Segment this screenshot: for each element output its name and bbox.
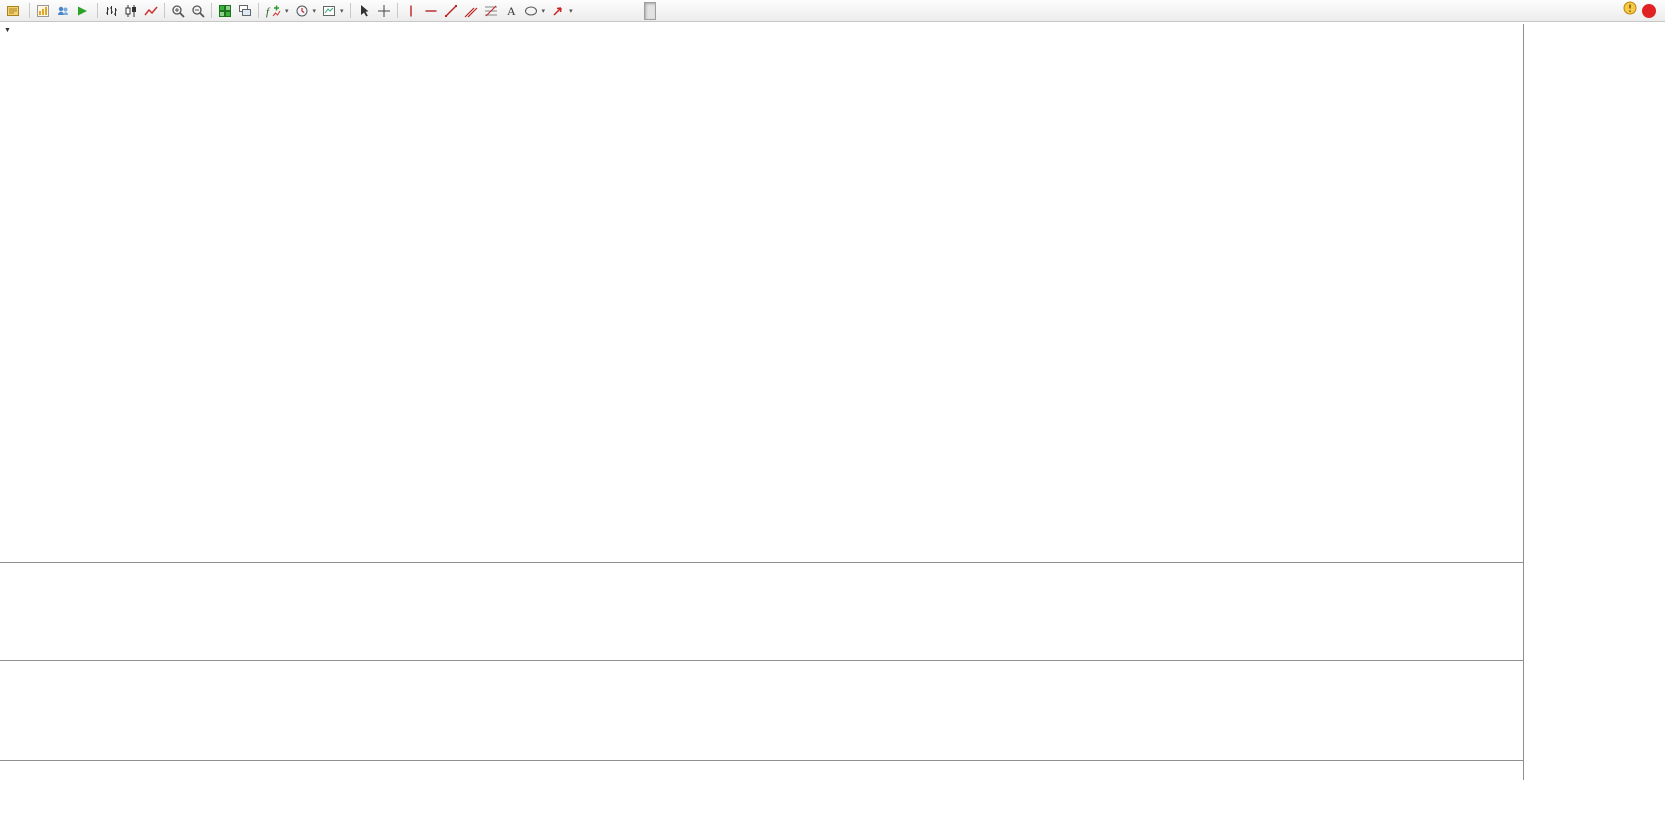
zoom-in-icon bbox=[171, 4, 185, 18]
timeframe-d1-button[interactable] bbox=[656, 2, 668, 20]
svg-text:A: A bbox=[507, 4, 516, 17]
rsi-chart-canvas[interactable] bbox=[0, 662, 1523, 760]
notification-badge[interactable] bbox=[1642, 3, 1656, 18]
candlestick-chart-icon bbox=[124, 4, 138, 18]
crosshair-button[interactable] bbox=[374, 1, 394, 21]
toolbar-separator bbox=[258, 3, 259, 18]
macd-panel[interactable] bbox=[0, 564, 1523, 661]
chevron-down-icon: ▾ bbox=[569, 7, 573, 15]
timeframe-group bbox=[584, 1, 692, 20]
one-click-collapse-icon[interactable]: ▼ bbox=[4, 27, 11, 34]
template-icon bbox=[322, 4, 336, 18]
toolbar-right-group bbox=[1623, 1, 1662, 20]
data-window-button[interactable] bbox=[53, 1, 73, 21]
line-chart-icon bbox=[144, 4, 158, 18]
cascade-windows-icon bbox=[238, 4, 252, 18]
timeframe-h4-button[interactable] bbox=[643, 1, 656, 20]
chart-ohlc-header: ▼ bbox=[4, 27, 23, 34]
zoom-out-button[interactable] bbox=[188, 1, 208, 21]
chevron-down-icon: ▾ bbox=[312, 7, 317, 15]
timeframe-m5-button[interactable] bbox=[596, 2, 608, 20]
cascade-windows-button[interactable] bbox=[235, 1, 255, 21]
bar-chart-icon bbox=[104, 4, 118, 18]
ellipse-shape-icon bbox=[524, 4, 538, 18]
zoom-in-button[interactable] bbox=[168, 1, 188, 21]
market-watch-icon bbox=[36, 4, 50, 18]
timeframe-h1-button[interactable] bbox=[632, 2, 644, 20]
chevron-down-icon: ▾ bbox=[541, 7, 546, 15]
channel-tool-button[interactable] bbox=[461, 1, 481, 21]
indicators-icon: f bbox=[265, 4, 281, 18]
timeframe-w1-button[interactable] bbox=[668, 2, 680, 20]
trendline-icon bbox=[444, 4, 458, 18]
new-order-button[interactable] bbox=[3, 1, 26, 21]
toolbar-separator bbox=[349, 3, 351, 18]
toolbar-separator bbox=[396, 3, 398, 18]
tile-windows-button[interactable] bbox=[215, 1, 235, 21]
arrow-tool-icon bbox=[551, 4, 565, 18]
new-order-icon bbox=[6, 4, 20, 18]
toolbar-separator bbox=[29, 3, 30, 18]
templates-button[interactable]: ▾ bbox=[319, 1, 347, 21]
price-chart-canvas[interactable] bbox=[0, 24, 1523, 562]
line-chart-button[interactable] bbox=[141, 1, 161, 21]
toolbar-separator bbox=[211, 3, 212, 18]
periods-button[interactable]: ▾ bbox=[292, 1, 320, 21]
crosshair-icon bbox=[377, 4, 391, 18]
toolbar: f ▾ ▾ ▾ A ▾ ▾ bbox=[0, 0, 1665, 22]
text-icon: A bbox=[505, 4, 517, 17]
horizontal-line-tool-button[interactable] bbox=[421, 1, 441, 21]
zoom-out-icon bbox=[191, 4, 205, 18]
timeframe-m1-button[interactable] bbox=[584, 2, 596, 20]
horizontal-line-icon bbox=[424, 4, 438, 18]
tile-windows-icon bbox=[218, 4, 232, 18]
fibonacci-tool-button[interactable] bbox=[481, 1, 501, 21]
candlestick-chart-button[interactable] bbox=[121, 1, 141, 21]
text-tool-button[interactable]: A bbox=[501, 1, 521, 21]
autotrade-play-icon bbox=[76, 5, 88, 17]
indicators-button[interactable]: f ▾ bbox=[262, 1, 292, 21]
market-watch-button[interactable] bbox=[33, 1, 53, 21]
arrows-tool-button[interactable]: ▾ bbox=[548, 1, 576, 21]
cursor-icon bbox=[358, 4, 370, 18]
svg-text:f: f bbox=[266, 6, 271, 18]
bar-chart-button[interactable] bbox=[101, 1, 121, 21]
notification-icon[interactable] bbox=[1623, 1, 1637, 20]
toolbar-separator bbox=[164, 3, 165, 18]
rsi-panel[interactable] bbox=[0, 662, 1523, 761]
price-panel[interactable]: ▼ bbox=[0, 24, 1523, 563]
price-axis[interactable] bbox=[1523, 24, 1665, 780]
vertical-line-tool-button[interactable] bbox=[401, 1, 421, 21]
fibonacci-icon bbox=[484, 4, 498, 18]
channel-icon bbox=[464, 4, 478, 18]
macd-chart-canvas[interactable] bbox=[0, 564, 1523, 660]
chevron-down-icon: ▾ bbox=[285, 7, 289, 15]
cursor-button[interactable] bbox=[354, 1, 374, 21]
timeframe-m30-button[interactable] bbox=[620, 2, 632, 20]
toolbar-separator bbox=[97, 3, 98, 18]
autotrade-button[interactable] bbox=[73, 1, 94, 21]
time-axis[interactable] bbox=[0, 762, 1523, 780]
shapes-tool-button[interactable]: ▾ bbox=[521, 1, 549, 21]
clock-icon bbox=[295, 4, 309, 18]
chevron-down-icon: ▾ bbox=[340, 7, 344, 15]
trendline-tool-button[interactable] bbox=[441, 1, 461, 21]
timeframe-m15-button[interactable] bbox=[608, 2, 620, 20]
vertical-line-icon bbox=[404, 4, 418, 18]
data-window-icon bbox=[56, 4, 70, 18]
timeframe-mn-button[interactable] bbox=[680, 2, 692, 20]
